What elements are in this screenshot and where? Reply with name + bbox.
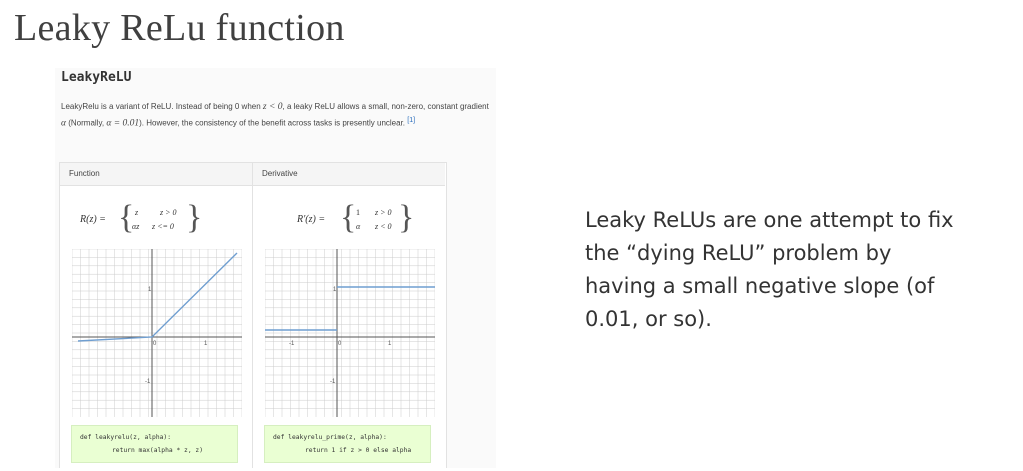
derivative-formula: R′(z) = { 1 z > 0 α z < 0 } [296,199,414,236]
slide-note: Leaky ReLUs are one attempt to fix the “… [585,208,954,331]
derivative-plot: -1 0 1 1 -1 [265,249,435,417]
code-line-2: return 1 if z > 0 else alpha [305,447,412,454]
desc-math-2: α [61,118,66,129]
right-brace: } [186,199,202,236]
function-column: Function R(z) = { z z > 0 αz z <= 0 } 0 [60,163,253,468]
formula-row2-cond: z < 0 [374,222,392,231]
formula-row2-cond: z <= 0 [151,222,174,231]
formula-row1-expr: z [134,208,139,217]
desc-text-2: , a leaky ReLU allows a small, non-zero,… [282,102,489,111]
desc-text-4: ). However, the consistency of the benef… [139,118,406,128]
left-brace: { [118,199,134,236]
function-code-box: def leakyrelu(z, alpha): return max(alph… [71,425,238,463]
left-brace: { [340,199,356,236]
code-line-1: def leakyrelu(z, alpha): [80,434,171,441]
derivative-column: Derivative R′(z) = { 1 z > 0 α z < 0 } -… [253,163,445,468]
card-description: LeakyRelu is a variant of ReLU. Instead … [61,100,491,131]
tick-x-neg: -1 [289,341,295,347]
function-header: Function [60,163,252,186]
function-derivative-table: Function R(z) = { z z > 0 αz z <= 0 } 0 [59,162,447,468]
right-brace: } [398,199,414,236]
tick-y-pos: 1 [148,287,152,293]
formula-lhs: R′(z) = [296,214,325,225]
card-heading: LeakyReLU [61,70,132,85]
function-formula: R(z) = { z z > 0 αz z <= 0 } [80,199,202,236]
tick-y-neg: -1 [145,379,151,385]
slide-title: Leaky ReLu function [14,7,345,49]
leakyrelu-curve [77,252,238,342]
leakyrelu-doc-card: LeakyReLU LeakyRelu is a variant of ReLU… [55,68,496,468]
tick-y-pos: 1 [333,287,337,293]
derivative-code-box: def leakyrelu_prime(z, alpha): return 1 … [264,425,431,463]
code-line-2: return max(alpha * z, z) [112,447,203,454]
tick-x-pos: 1 [204,341,208,347]
desc-text-1: LeakyRelu is a variant of ReLU. Instead … [61,102,261,111]
tick-x-zero: 0 [153,341,157,347]
code-line-1: def leakyrelu_prime(z, alpha): [273,434,387,441]
tick-x-pos: 1 [388,341,392,347]
formula-row1-cond: z > 0 [159,208,177,217]
formula-row2-expr: αz [132,222,140,231]
formula-lhs: R(z) = [80,214,106,225]
tick-y-neg: -1 [330,379,336,385]
desc-math-3: α = 0.01 [106,118,140,129]
citation-link[interactable]: [1] [407,117,416,124]
formula-row1-cond: z > 0 [374,208,392,217]
desc-text-3: (Normally, [68,118,105,128]
formula-row1-expr: 1 [356,208,360,217]
tick-x-zero: 0 [338,341,342,347]
formula-row2-expr: α [356,222,361,231]
derivative-header: Derivative [253,163,445,186]
plot-grid [265,249,435,417]
function-plot: 0 1 1 -1 [72,249,242,417]
desc-math-1: z < 0 [262,102,283,112]
